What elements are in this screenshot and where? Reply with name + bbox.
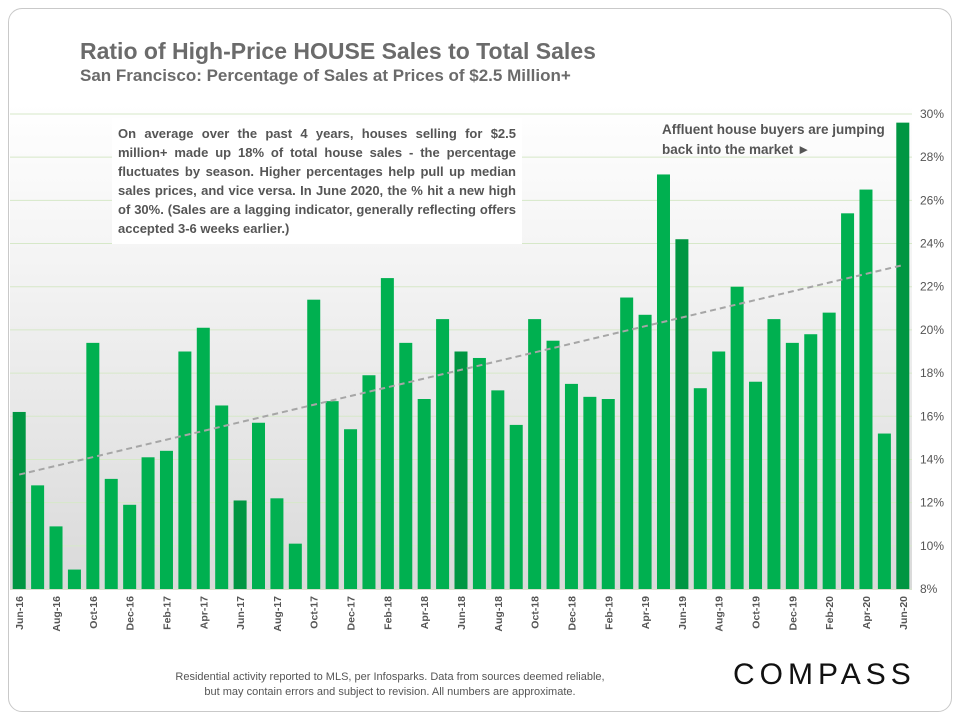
bar	[362, 375, 376, 589]
y-tick-label: 28%	[920, 150, 944, 164]
x-tick-label: Oct-19	[751, 596, 763, 629]
bar	[270, 498, 284, 589]
trendline	[18, 264, 904, 476]
y-tick-label: 14%	[920, 452, 944, 466]
bar	[31, 485, 45, 589]
x-tick-label: Oct-16	[88, 596, 100, 629]
bar	[380, 278, 394, 589]
x-tick-label: Feb-20	[824, 596, 836, 630]
x-tick-label: Feb-17	[161, 596, 173, 630]
bar	[399, 342, 413, 589]
x-tick-label: Apr-17	[198, 596, 210, 629]
bar	[344, 429, 358, 589]
y-tick-label: 8%	[920, 582, 938, 596]
x-tick-label: Jun-17	[235, 596, 247, 630]
bar	[877, 433, 891, 589]
bar	[509, 424, 523, 589]
bar	[141, 457, 155, 589]
bar	[196, 327, 210, 589]
x-tick-label: Apr-19	[640, 596, 652, 629]
footer-line-1: Residential activity reported to MLS, pe…	[175, 671, 605, 683]
x-tick-label: Dec-18	[566, 596, 578, 631]
bar	[491, 390, 505, 589]
y-tick-label: 22%	[920, 280, 944, 294]
x-tick-label: Jun-16	[14, 596, 26, 630]
x-tick-label: Jun-19	[677, 596, 689, 630]
slide-frame	[8, 8, 952, 712]
bar	[749, 381, 763, 589]
note-box: On average over the past 4 years, houses…	[112, 118, 522, 244]
bar	[215, 405, 229, 589]
bar	[896, 122, 910, 590]
bar	[546, 340, 560, 589]
bar	[12, 411, 26, 589]
x-tick-label: Oct-17	[309, 596, 321, 629]
x-tick-label: Oct-18	[530, 596, 542, 629]
bar	[675, 239, 689, 589]
x-tick-label: Aug-18	[493, 596, 505, 632]
bar	[693, 388, 707, 589]
footer: Residential activity reported to MLS, pe…	[130, 670, 650, 700]
x-tick-label: Jun-18	[456, 596, 468, 630]
y-tick-label: 24%	[920, 237, 944, 251]
bar	[583, 396, 597, 589]
bar	[804, 334, 818, 589]
bar	[601, 399, 615, 589]
bar	[712, 351, 726, 589]
bar	[233, 500, 247, 589]
x-tick-label: Dec-19	[787, 596, 799, 631]
bar	[620, 297, 634, 589]
x-tick-label: Dec-17	[346, 596, 358, 631]
bar	[49, 526, 63, 589]
bar	[454, 351, 468, 589]
bar	[288, 543, 302, 589]
y-tick-label: 12%	[920, 496, 944, 510]
bar	[638, 314, 652, 589]
x-tick-label: Aug-17	[272, 596, 284, 632]
y-tick-label: 18%	[920, 366, 944, 380]
x-tick-label: Jun-20	[898, 596, 910, 630]
bar	[822, 312, 836, 589]
bar	[104, 478, 118, 589]
bar	[252, 422, 266, 589]
bar	[123, 504, 137, 589]
y-tick-label: 30%	[920, 107, 944, 121]
y-tick-label: 16%	[920, 409, 944, 423]
footer-line-2: but may contain errors and subject to re…	[204, 686, 576, 698]
x-tick-label: Apr-18	[419, 596, 431, 629]
chart-subtitle: San Francisco: Percentage of Sales at Pr…	[80, 66, 571, 85]
annotation-text: Affluent house buyers are jumping back i…	[662, 122, 885, 157]
bar	[67, 569, 81, 589]
chart-title: Ratio of High-Price HOUSE Sales to Total…	[80, 38, 596, 64]
bar	[159, 450, 173, 589]
annotation: Affluent house buyers are jumping back i…	[662, 120, 902, 160]
bar	[307, 299, 321, 589]
bar	[767, 319, 781, 589]
y-tick-label: 26%	[920, 193, 944, 207]
bar	[86, 342, 100, 589]
x-tick-label: Aug-16	[51, 596, 63, 632]
x-tick-label: Feb-18	[382, 596, 394, 630]
bar	[656, 174, 670, 590]
y-tick-label: 20%	[920, 323, 944, 337]
bar	[472, 357, 486, 589]
bar	[564, 383, 578, 589]
bar	[436, 319, 450, 589]
bar	[417, 399, 431, 589]
bar	[528, 319, 542, 589]
bar	[859, 189, 873, 589]
bar	[178, 351, 192, 589]
x-tick-label: Feb-19	[603, 596, 615, 630]
y-tick-label: 10%	[920, 539, 944, 553]
bar	[325, 401, 339, 589]
x-tick-label: Apr-20	[861, 596, 873, 629]
x-tick-label: Dec-16	[125, 596, 137, 631]
x-tick-label: Aug-19	[714, 596, 726, 632]
bar	[730, 286, 744, 589]
bar	[785, 342, 799, 589]
bar	[841, 213, 855, 589]
compass-logo: COMPASS	[733, 658, 916, 691]
